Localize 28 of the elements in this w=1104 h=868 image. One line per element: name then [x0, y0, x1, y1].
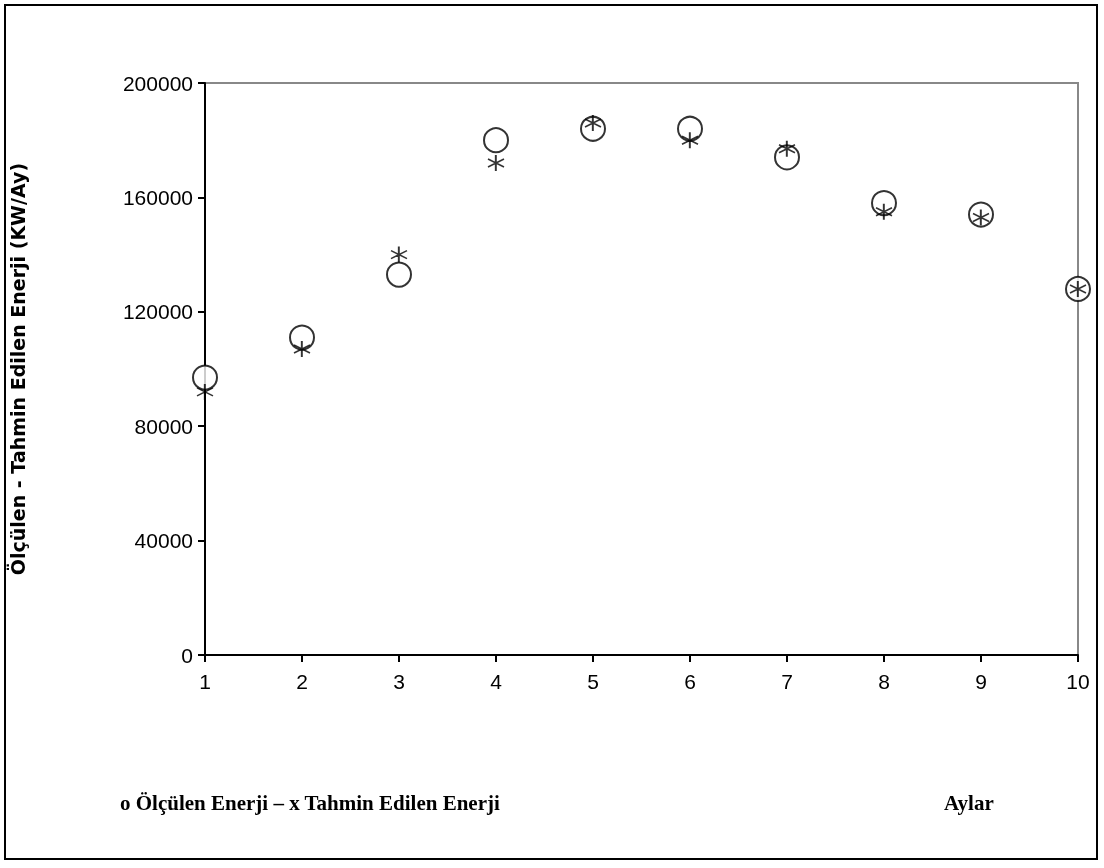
point [192, 364, 218, 391]
point [677, 115, 703, 142]
x-tick-label: 3 [393, 670, 405, 693]
point [390, 245, 408, 264]
x-tick-label: 5 [587, 670, 599, 693]
x-axis-title: Aylar [944, 790, 994, 815]
x-tick-label: 1 [199, 670, 211, 693]
x-tick-label: 7 [781, 670, 793, 693]
y-tick-label: 0 [181, 643, 193, 667]
point [483, 127, 509, 154]
point [293, 340, 311, 358]
y-tick-label: 120000 [122, 300, 193, 324]
x-tick-label: 10 [1066, 670, 1090, 693]
x-tick-label: 9 [975, 670, 987, 693]
y-tick-label: 200000 [122, 71, 193, 95]
x-tick-label: 2 [296, 670, 308, 693]
point [487, 154, 505, 172]
point [386, 261, 412, 288]
x-tick-label: 6 [684, 670, 696, 693]
y-axis-title: Ölçülen - Tahmin Edilen Enerji (KW/Ay) [5, 162, 29, 576]
x-tick-label: 4 [490, 670, 503, 693]
y-tick-label: 80000 [134, 414, 193, 438]
text: o Ölçülen Enerji – x Tahmin Edilen Enerji [120, 790, 500, 815]
point [196, 383, 214, 401]
y-tick-label: 40000 [134, 529, 193, 553]
y-tick-label: 160000 [122, 185, 193, 209]
x-tick-label: 8 [878, 670, 890, 693]
point [681, 131, 699, 149]
